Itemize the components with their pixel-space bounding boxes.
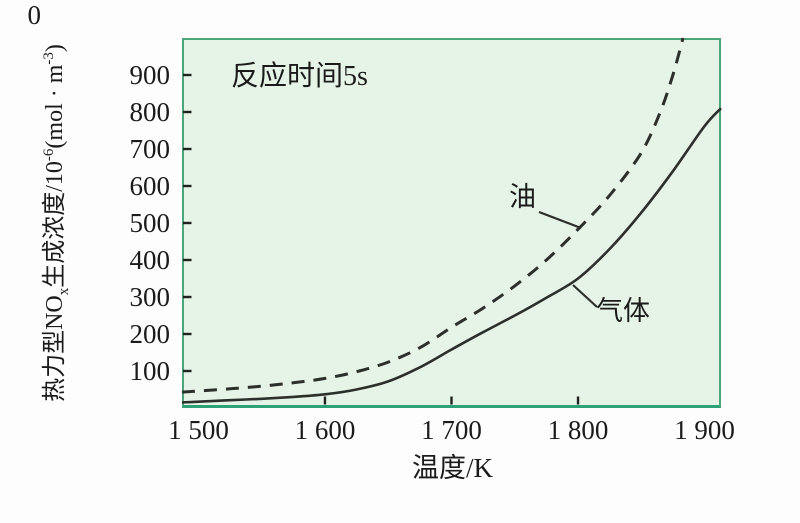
x-axis-title: 温度/K (412, 453, 493, 483)
y-tick-label: 200 (129, 319, 171, 349)
x-tick-label: 1 700 (421, 415, 482, 445)
y-axis-title-segment: -6 (41, 148, 57, 162)
x-tick-label: 1 500 (168, 415, 229, 445)
y-tick-label: 500 (129, 208, 171, 238)
y-axis-title-segment: 生成浓度/10 (42, 161, 68, 288)
y-axis-title-segment: (mol · m (42, 64, 68, 149)
y-tick-label: 800 (129, 97, 171, 127)
gas-label-leader-line (572, 284, 598, 308)
y-axis-title-segment: -3 (41, 52, 57, 65)
y-tick-label: 400 (129, 245, 171, 275)
x-tick-label: 1 600 (294, 415, 356, 445)
oil-label-leader-line (538, 210, 582, 230)
annotation-reaction-time: 反应时间5s (231, 61, 368, 92)
y-axis-title-segment: ) (42, 44, 68, 53)
x-tick-label: 1 800 (547, 415, 609, 445)
origin-tick-label: 0 (27, 0, 42, 30)
y-axis-title-segment: x (55, 287, 72, 296)
y-tick-label: 600 (129, 171, 171, 201)
y-tick-label: 100 (129, 356, 171, 386)
y-axis-title-segment: 热力型NO (42, 295, 68, 402)
y-axis-title: 热力型NOx生成浓度/10-6(mol · m-3) (41, 13, 73, 433)
series-label-gas: 气体 (596, 296, 650, 326)
y-tick-label: 900 (129, 60, 171, 90)
series-label-oil: 油 (509, 182, 536, 212)
series-gas-curve (181, 107, 722, 404)
y-tick-label: 700 (129, 134, 171, 164)
y-tick-label: 300 (129, 282, 171, 312)
x-tick-label: 1 900 (674, 415, 735, 445)
